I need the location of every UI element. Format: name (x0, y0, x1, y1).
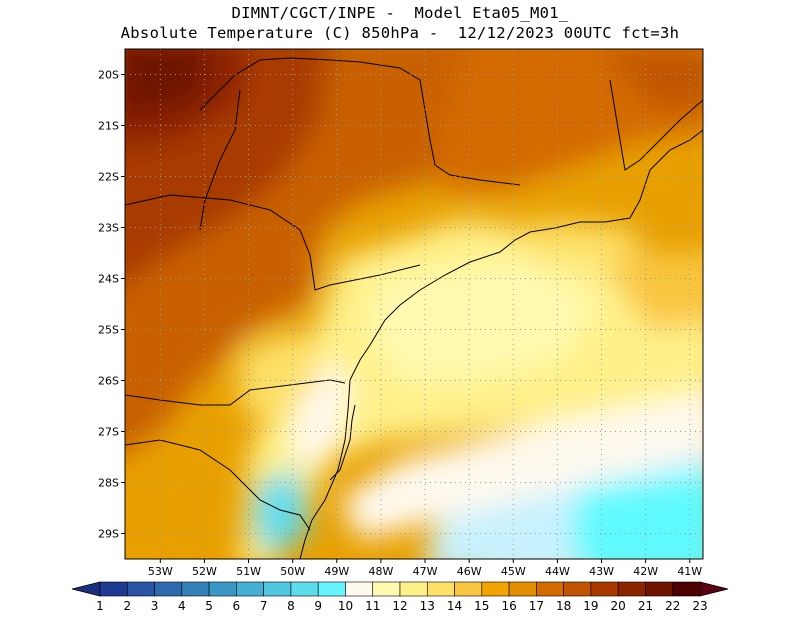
colorbar-swatch (181, 581, 210, 597)
river-parana (199, 89, 241, 231)
longitude-labels: 53W 52W 51W 50W 49W 48W 47W 46W 45W 44W 43W 42W 41W (148, 559, 702, 578)
latitude-labels: 20S 21S 22S 23S 24S 25S 26S 27S 28S 29S (98, 69, 125, 541)
lat-label: 20S (98, 69, 119, 82)
colorbar-label: 10 (338, 599, 353, 613)
state-border-es (609, 79, 703, 171)
lon-label: 41W (677, 565, 702, 578)
colorbar-label: 18 (556, 599, 571, 613)
colorbar-swatch (645, 581, 674, 597)
colorbar-swatch (317, 581, 346, 597)
colorbar-swatch (99, 581, 128, 597)
lon-label: 43W (589, 565, 614, 578)
state-border-sc-rs (125, 439, 311, 531)
temperature-field (125, 49, 703, 559)
colorbar-label: 6 (233, 599, 241, 613)
lat-label: 29S (98, 528, 119, 541)
lon-label: 42W (633, 565, 658, 578)
lon-label: 45W (501, 565, 526, 578)
colorbar-label: 2 (123, 599, 131, 613)
lat-label: 24S (98, 273, 119, 286)
colorbar-swatch (372, 581, 401, 597)
colorbar-swatch (536, 581, 564, 597)
colorbar-low-arrow (71, 581, 101, 597)
lon-label: 53W (148, 565, 173, 578)
colorbar-label: 13 (420, 599, 435, 613)
lon-label: 44W (545, 565, 570, 578)
colorbar-label: 17 (529, 599, 544, 613)
lat-label: 26S (98, 375, 119, 388)
lat-lon-grid (125, 49, 703, 559)
colorbar-label: 16 (501, 599, 516, 613)
colorbar-label: 20 (611, 599, 626, 613)
colorbar-swatch (236, 581, 264, 597)
colorbar-swatch (617, 581, 646, 597)
map-frame (124, 48, 704, 560)
lat-label: 28S (98, 477, 119, 490)
colorbar-label: 21 (638, 599, 653, 613)
colorbar-swatch (263, 581, 292, 597)
colorbar-label: 19 (583, 599, 598, 613)
lon-label: 49W (324, 565, 349, 578)
colorbar: 1 2 3 4 5 6 7 8 9 10 11 12 13 14 15 16 17 18 19 20 21 22 23 (71, 581, 729, 613)
colorbar-label: 14 (447, 599, 462, 613)
colorbar-label: 7 (260, 599, 268, 613)
colorbar-label: 1 (96, 599, 104, 613)
colorbar-label: 5 (205, 599, 213, 613)
colorbar-swatch (481, 581, 510, 597)
colorbar-label: 15 (474, 599, 489, 613)
lagoa (329, 404, 356, 481)
lat-label: 25S (98, 324, 119, 337)
colorbar-label: 22 (665, 599, 680, 613)
lat-label: 21S (98, 120, 119, 133)
lon-label: 46W (457, 565, 482, 578)
colorbar-swatch (345, 581, 374, 597)
colorbar-swatch (154, 581, 183, 597)
colorbar-swatch (290, 581, 319, 597)
colorbar-swatch (454, 581, 483, 597)
lat-label: 23S (98, 222, 119, 235)
colorbar-label: 23 (692, 599, 707, 613)
lon-label: 48W (368, 565, 393, 578)
colorbar-label: 8 (287, 599, 295, 613)
colorbar-label: 11 (365, 599, 380, 613)
colorbar-swatch (590, 581, 619, 597)
colorbar-swatch (508, 581, 537, 597)
colorbar-swatch (563, 581, 592, 597)
state-border-mg-sp (125, 194, 421, 291)
colorbar-label: 3 (151, 599, 159, 613)
coastline (299, 129, 703, 559)
lat-label: 22S (98, 171, 119, 184)
lon-label: 47W (413, 565, 438, 578)
map-title: DIMNT/CGCT/INPE - Model Eta05_M01_ (231, 4, 569, 22)
colorbar-swatch (672, 581, 701, 597)
colorbar-swatch (126, 581, 155, 597)
colorbar-label: 12 (392, 599, 407, 613)
lon-label: 52W (192, 565, 217, 578)
colorbar-label: 9 (314, 599, 322, 613)
lon-label: 50W (280, 565, 305, 578)
map-subtitle: Absolute Temperature (C) 850hPa - 12/12/… (120, 24, 680, 42)
lat-label: 27S (98, 426, 119, 439)
colorbar-swatch (399, 581, 428, 597)
lon-label: 51W (236, 565, 261, 578)
colorbar-high-arrow (699, 581, 729, 597)
colorbar-swatch (208, 581, 237, 597)
state-border-pr-sc (125, 379, 346, 406)
colorbar-label: 4 (178, 599, 186, 613)
colorbar-swatch (426, 581, 455, 597)
